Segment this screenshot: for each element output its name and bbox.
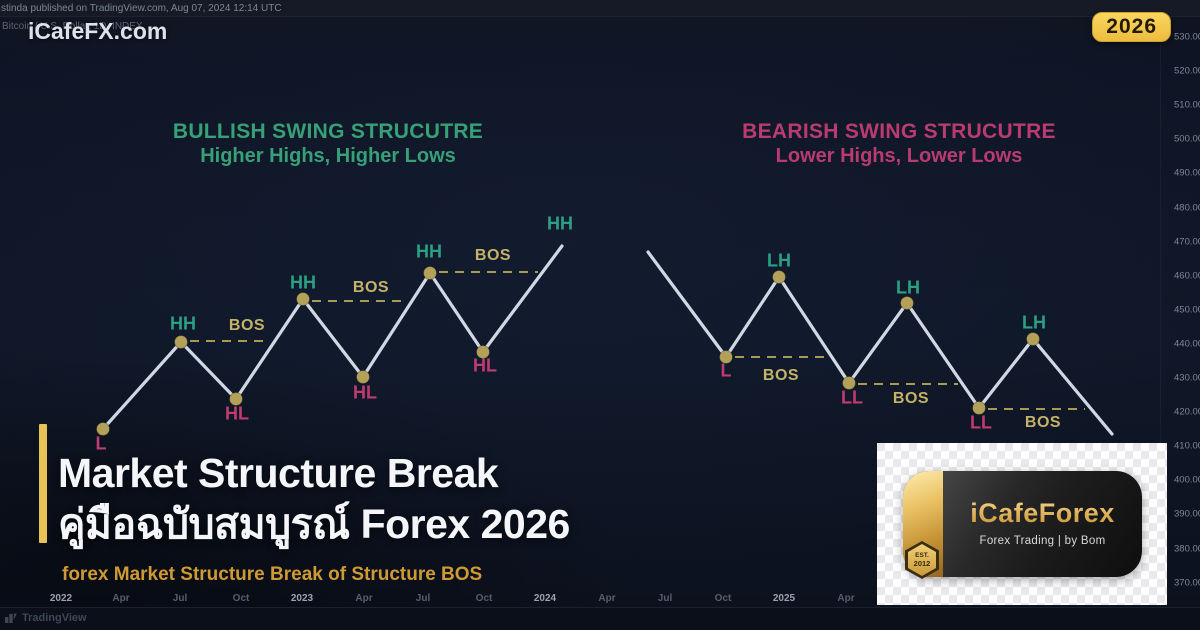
symbol-line: Bitcoin / U.S. Dollar, 1D, INDEX: [2, 21, 143, 32]
bullish-title: BULLISH SWING STRUCUTRE: [172, 120, 484, 143]
swing-point-label: HH: [290, 272, 316, 293]
time-tick: Jul: [172, 593, 188, 604]
swing-dot: [423, 266, 437, 280]
price-tick: 430.00: [1174, 372, 1200, 384]
swing-point-label: LH: [1022, 312, 1046, 333]
page-title-thai: คู่มือฉบับสมบูรณ์ Forex 2026: [58, 501, 570, 547]
swing-point-label: HH: [416, 241, 442, 262]
time-tick: Apr: [355, 593, 373, 604]
top-strip: [0, 0, 1200, 17]
time-tick: Apr: [598, 593, 616, 604]
time-tick: 2024: [533, 593, 557, 604]
price-axis-separator: [1160, 16, 1161, 608]
bearish-title: BEARISH SWING STRUCUTRE: [742, 120, 1056, 143]
swing-dot: [842, 376, 856, 390]
swing-point-label: HH: [547, 213, 573, 234]
swing-point-label: LH: [896, 277, 920, 298]
bos-label: BOS: [1024, 414, 1062, 431]
bullish-zigzag-line: [101, 244, 564, 431]
year-badge: 2026: [1092, 12, 1171, 42]
logo-sheen: [903, 471, 1142, 577]
swing-dot: [476, 345, 490, 359]
swing-dot: [1026, 332, 1040, 346]
swing-point-label: HL: [353, 382, 377, 403]
swing-dot: [96, 422, 110, 436]
time-axis: 2022 Apr Jul Oct 2023 Apr Jul Oct 2024 Apr Jul Oct 2…: [0, 593, 1200, 609]
time-tick: Oct: [232, 593, 250, 604]
price-tick: 510.00: [1174, 99, 1200, 111]
swing-dot: [972, 401, 986, 415]
time-tick: 2022: [49, 593, 73, 604]
est-badge-face: EST. 2012: [908, 544, 936, 576]
price-tick: 520.00: [1174, 65, 1200, 77]
swing-dot: [356, 370, 370, 384]
publish-line: stinda published on TradingView.com, Aug…: [1, 3, 282, 14]
swing-dot: [772, 270, 786, 284]
swing-point-label: L: [95, 433, 107, 454]
price-tick: 470.00: [1174, 236, 1200, 248]
tradingview-label: TradingView: [22, 612, 87, 624]
price-tick: 450.00: [1174, 304, 1200, 316]
swing-point-label: L: [720, 360, 732, 381]
bullish-heading: BULLISH SWING STRUCUTRE Higher Highs, Hi…: [152, 119, 504, 169]
time-tick: Oct: [475, 593, 493, 604]
est-label: EST.: [915, 552, 929, 559]
swing-dot: [174, 335, 188, 349]
price-tick: 380.00: [1174, 543, 1200, 554]
swing-dot: [229, 392, 243, 406]
swing-point-label: HH: [170, 313, 196, 334]
swing-point-label: HL: [225, 403, 249, 424]
swing-point-label: LL: [970, 412, 992, 433]
swing-dot: [719, 350, 733, 364]
bos-label: BOS: [892, 390, 930, 407]
price-tick: 500.00: [1174, 133, 1200, 145]
time-tick: 2025: [772, 593, 796, 604]
tradingview-icon: [5, 613, 17, 623]
price-tick: 490.00: [1174, 167, 1200, 179]
brand-name: iCafeForex: [943, 498, 1142, 529]
title-accent-bar: [39, 424, 47, 543]
price-tick: 480.00: [1174, 202, 1200, 213]
price-tick: 440.00: [1174, 338, 1200, 350]
logo-card: iCafeForex Forex Trading | by Bom EST. 2…: [877, 443, 1167, 605]
time-tick: Jul: [415, 593, 431, 604]
swing-point-label: LL: [841, 387, 863, 408]
price-tick: 400.00: [1174, 474, 1200, 486]
title-block: Market Structure Break คู่มือฉบับสมบูรณ์…: [58, 451, 570, 552]
price-tick: 390.00: [1174, 508, 1200, 520]
page-subtitle: forex Market Structure Break of Structur…: [62, 564, 483, 585]
page-title: Market Structure Break: [58, 450, 499, 496]
watermark-icafefx: iCafeFX.com: [28, 18, 168, 44]
bearish-heading: BEARISH SWING STRUCUTRE Lower Highs, Low…: [722, 119, 1076, 169]
logo-pill: iCafeForex Forex Trading | by Bom: [903, 471, 1142, 577]
bos-label: BOS: [352, 279, 390, 296]
price-tick: 410.00: [1174, 440, 1200, 452]
swing-point-label: LH: [767, 250, 791, 271]
bullish-subtitle: Higher Highs, Higher Lows: [200, 145, 456, 167]
price-tick: 530.00: [1174, 31, 1200, 43]
time-tick: Apr: [112, 593, 130, 604]
bos-label: BOS: [762, 367, 800, 384]
price-tick: 460.00: [1174, 270, 1200, 282]
bottom-bar: TradingView: [0, 607, 1200, 630]
bos-label: BOS: [228, 317, 266, 334]
price-tick: 420.00: [1174, 406, 1200, 418]
est-year: 2012: [913, 559, 931, 568]
bearish-subtitle: Lower Highs, Lower Lows: [775, 145, 1023, 167]
time-tick: Oct: [714, 593, 732, 604]
swing-dot: [296, 292, 310, 306]
swing-point-label: HL: [473, 355, 497, 376]
time-tick: 2023: [290, 593, 314, 604]
price-tick: 370.00: [1174, 577, 1200, 589]
tradingview-credit: TradingView: [5, 612, 87, 624]
brand-tagline: Forex Trading | by Bom: [979, 535, 1106, 547]
time-tick: Jul: [657, 593, 673, 604]
bos-label: BOS: [474, 247, 512, 264]
bearish-zigzag-line: [646, 250, 1114, 436]
swing-dot: [900, 296, 914, 310]
time-tick: Apr: [837, 593, 855, 604]
